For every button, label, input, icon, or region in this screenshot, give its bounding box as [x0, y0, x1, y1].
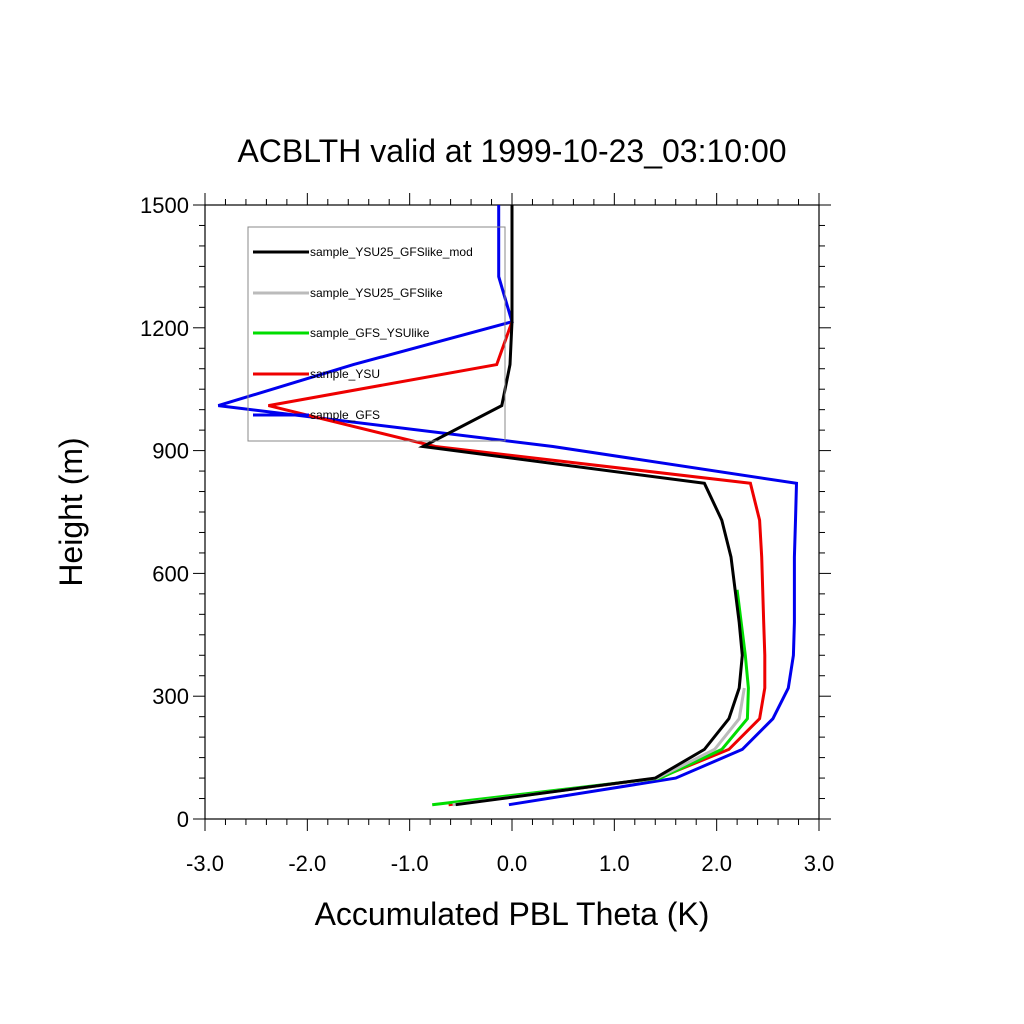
x-tick-label: -3.0: [186, 851, 224, 876]
x-tick-label: 2.0: [701, 851, 732, 876]
y-tick-label: 600: [152, 561, 189, 586]
series-line-sample-ysu25-gfslike: [452, 687, 746, 807]
x-tick-label: 3.0: [804, 851, 835, 876]
series-layer: [217, 205, 799, 807]
x-tick-label: -2.0: [288, 851, 326, 876]
y-tick-label: 1200: [140, 316, 189, 341]
series-line-sample-gfs-ysulike: [432, 589, 750, 807]
y-tick-label: 1500: [140, 193, 189, 218]
legend-label-sample-gfs: sample_GFS: [310, 408, 380, 422]
series-line-sample-ysu: [268, 321, 767, 807]
legend-label-sample-gfs-ysulike: sample_GFS_YSUlike: [310, 326, 430, 340]
legend-label-sample-ysu25-gfslike: sample_YSU25_GFSlike: [310, 286, 443, 300]
series-line-sample-gfs: [217, 205, 799, 807]
legend-box: [247, 226, 506, 442]
y-axis-title: Height (m): [53, 437, 89, 586]
x-tick-label: 0.0: [497, 851, 528, 876]
legend-label-sample-ysu: sample_YSU: [310, 367, 380, 381]
x-tick-label: -1.0: [391, 851, 429, 876]
legend: sample_YSU25_GFSlike_mod sample_YSU25_GFS…: [247, 226, 506, 442]
series-line-sample-ysu25-gfslike-mod: [418, 205, 744, 807]
y-tick-label: 300: [152, 684, 189, 709]
x-tick-label: 1.0: [599, 851, 630, 876]
legend-label-sample-ysu25-gfslike-mod: sample_YSU25_GFSlike_mod: [310, 245, 473, 259]
y-tick-label: 0: [177, 807, 189, 832]
x-axis-title: Accumulated PBL Theta (K): [315, 896, 710, 932]
axis-ticks: -3.0 -2.0 -1.0 0.0 1.0 2.0 3.0 0 300 600 900 1200 15…: [140, 193, 834, 876]
chart-title: ACBLTH valid at 1999-10-23_03:10:00: [237, 133, 786, 169]
y-tick-label: 900: [152, 439, 189, 464]
